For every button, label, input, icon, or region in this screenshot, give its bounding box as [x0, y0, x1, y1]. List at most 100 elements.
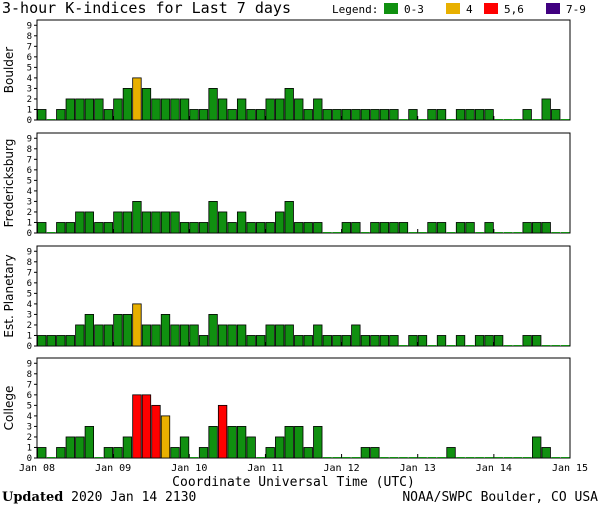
- bar: [541, 447, 551, 459]
- bar: [84, 211, 95, 234]
- legend-text-7-9: 7-9: [566, 3, 586, 16]
- bar: [56, 335, 66, 347]
- y-tick-label: 1: [27, 105, 32, 115]
- panel-label: College: [2, 386, 16, 431]
- bar: [246, 222, 256, 234]
- y-tick-label: 5: [27, 176, 32, 186]
- y-tick-label: 3: [27, 310, 32, 320]
- y-tick-label: 9: [27, 134, 32, 144]
- updated-value: 2020 Jan 14 2130: [71, 490, 197, 505]
- bar: [265, 222, 275, 234]
- y-tick-label: 4: [27, 187, 32, 197]
- bar: [122, 436, 133, 459]
- y-tick-label: 6: [27, 279, 32, 289]
- y-tick-label: 8: [27, 32, 32, 42]
- bar: [322, 109, 332, 121]
- bar: [84, 98, 95, 121]
- bar: [122, 314, 133, 347]
- bar: [217, 324, 228, 347]
- bar: [275, 436, 285, 459]
- bar: [132, 394, 142, 459]
- x-tick-label: Jan 15: [552, 463, 588, 474]
- bar: [217, 211, 228, 234]
- bar: [294, 335, 304, 347]
- y-tick-label: 0: [27, 454, 32, 464]
- bar: [113, 211, 123, 234]
- y-tick-label: 2: [27, 321, 32, 331]
- bar: [84, 314, 95, 347]
- legend-swatch-purple: [546, 3, 560, 14]
- y-tick-label: 7: [27, 268, 32, 278]
- panel-frame: [36, 132, 571, 234]
- bar: [103, 109, 114, 121]
- bar: [56, 222, 66, 234]
- bar: [75, 98, 85, 121]
- x-tick-label: Jan 12: [324, 463, 360, 474]
- y-tick-label: 6: [27, 53, 32, 63]
- bar: [379, 109, 390, 121]
- bar: [113, 98, 123, 121]
- bar: [75, 211, 85, 234]
- bar: [284, 88, 294, 121]
- bar: [46, 335, 56, 347]
- bar: [56, 447, 66, 459]
- bar: [455, 335, 466, 347]
- bar: [84, 426, 95, 459]
- y-tick-label: 3: [27, 197, 32, 207]
- y-tick-label: 8: [27, 258, 32, 268]
- bar: [189, 109, 199, 121]
- y-tick-label: 0: [27, 342, 32, 352]
- y-tick-label: 6: [27, 166, 32, 176]
- bar: [246, 335, 256, 347]
- bar: [151, 98, 161, 121]
- bar: [189, 222, 199, 234]
- bar: [275, 211, 285, 234]
- x-tick-label: Jan 11: [247, 463, 283, 474]
- bar: [37, 222, 47, 234]
- panel-frame: [36, 245, 571, 347]
- bar: [541, 98, 551, 121]
- y-tick-label: 3: [27, 422, 32, 432]
- panel-frame: [36, 357, 571, 459]
- bar: [227, 426, 237, 459]
- y-tick-label: 9: [27, 21, 32, 31]
- bar: [198, 447, 209, 459]
- bar: [284, 324, 294, 347]
- bar: [151, 404, 161, 459]
- bar: [474, 335, 485, 347]
- bar: [455, 109, 466, 121]
- x-tick-label: Jan 13: [400, 463, 436, 474]
- bar: [427, 222, 437, 234]
- bar: [294, 222, 304, 234]
- y-tick-label: 2: [27, 95, 32, 105]
- y-tick-label: 5: [27, 289, 32, 299]
- y-tick-label: 1: [27, 443, 32, 453]
- bar: [179, 324, 190, 347]
- bar: [122, 88, 133, 121]
- bar: [265, 447, 275, 459]
- bar: [198, 222, 209, 234]
- bar: [246, 436, 256, 459]
- bar: [303, 109, 313, 121]
- bar: [227, 109, 237, 121]
- bar: [141, 88, 152, 121]
- legend-text-4: 4: [466, 3, 473, 16]
- bar: [370, 222, 380, 234]
- y-tick-label: 1: [27, 331, 32, 341]
- bar: [246, 109, 256, 121]
- bar: [65, 98, 75, 121]
- y-tick-label: 5: [27, 401, 32, 411]
- legend-item-5-6: 5,6: [484, 3, 524, 16]
- bar: [217, 404, 228, 459]
- panel-frame: [36, 19, 571, 121]
- bar: [446, 447, 456, 459]
- bar: [275, 98, 285, 121]
- bar: [103, 222, 114, 234]
- bar: [113, 314, 123, 347]
- bar: [265, 98, 275, 121]
- bar: [103, 324, 114, 347]
- bar: [484, 222, 494, 234]
- bar: [465, 109, 475, 121]
